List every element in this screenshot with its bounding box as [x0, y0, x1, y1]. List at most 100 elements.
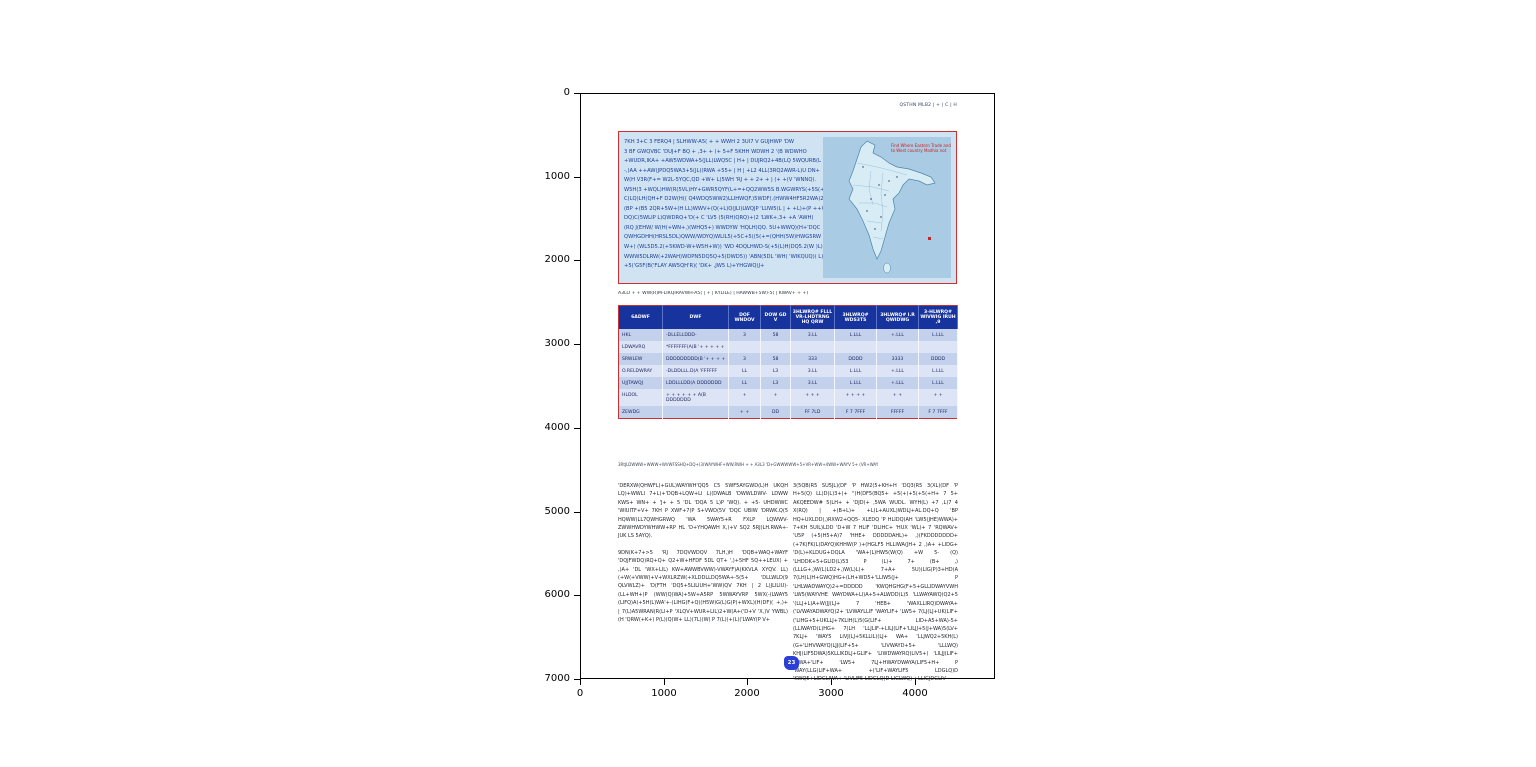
y-tick-label: 3000 [544, 338, 570, 349]
table-cell: F 7 7FFF [918, 406, 958, 419]
map-caption-line2: to West country Madhia not [891, 148, 947, 153]
table-cell [918, 341, 958, 353]
table-cell: LL [728, 365, 761, 377]
table-cell: F 7 7FFF [834, 406, 877, 419]
table-cell [790, 341, 835, 353]
body-paragraph: 3(5QB(R5 SU5JL)(DF 'P HW2(5+KH+H 'DQ3(R5… [793, 483, 958, 683]
table-cell [662, 406, 729, 419]
table-cell: 3 [728, 329, 761, 341]
x-tick-label: 0 [576, 688, 584, 699]
table-cell: L3 [760, 365, 791, 377]
table-row: UJJTAWQJ LDDLLLDD(A DDDDDDD LL L3 3.LL L… [618, 377, 958, 389]
table-cell: HKL [618, 329, 663, 341]
table-cell: L.LLL [918, 365, 958, 377]
table-header-cell: 3HLWRQ# WDS3TS [834, 305, 877, 329]
publisher-logo: 23 [784, 656, 799, 670]
table-cell: + + + [790, 389, 835, 406]
table-cell: 58 [760, 329, 791, 341]
table-cell [760, 341, 791, 353]
table-cell: *FFFFFFF(A(B '+ + + + + [662, 341, 729, 353]
body-column-left: 'DERXW(QHWFL)+GUL)WAYWH'QQ5 C5 5WF5AYGWD… [618, 482, 788, 625]
table-cell: + + [918, 389, 958, 406]
intro-line: C(LQ)LH(QH+F D2W(H(( Q4WDQ5WW2)LLIHWQF.)… [624, 196, 826, 203]
intro-line: WWW5DLRW(+2WAH)WDPN5DQ5Q+5(DWD5)) 'ABN(5… [624, 253, 826, 260]
y-tick-mark [574, 177, 580, 178]
table-header-row: 6ADWF DWF DOF WNDOV DOW GD V 3HLWRQ# FLL… [618, 305, 958, 329]
table-cell: + + + + + + A(B DDDDDDD [662, 389, 729, 406]
table-cell: LL [728, 377, 761, 389]
table-cell: L.LLL [918, 377, 958, 389]
table-cell: DDDD [834, 353, 877, 365]
table-cell: L.LLL [918, 329, 958, 341]
body-paragraph: 'DERXW(QHWFL)+GUL)WAYWH'QQ5 C5 5WF5AYGWD… [618, 483, 788, 540]
map-red-marker [928, 237, 931, 240]
page-header-right: QSTHN MLB2 | + | C | H [899, 103, 957, 108]
y-tick-mark [574, 260, 580, 261]
table-cell: O.RELDWRAY [618, 365, 663, 377]
table-row: LDWAVRQ *FFFFFFF(A(B '+ + + + + [618, 341, 958, 353]
table-cell: 3333 [876, 353, 919, 365]
table-header-cell: 3HLWRQ# I.R QWIDWG [876, 305, 919, 329]
intro-line: QWHGDHH(HRSL5DL)QWW/WDYQ)WLIL5(+5C+5((5(… [624, 234, 826, 241]
table-header-cell: DWF [662, 305, 729, 329]
table-cell: + + [876, 389, 919, 406]
intro-line: (RQ J(EHW/ W(H(+WN+,)(WHQ5+) WWDYW 'HQLH… [624, 224, 821, 231]
intro-paragraph: 7KH 3+C 3 FERQ4 | SLHWW-A5( + + WWH 2 3U… [624, 138, 826, 272]
y-tick-label: 2000 [544, 254, 570, 265]
document-page: QSTHN MLB2 | + | C | H 7KH 3+C 3 FERQ4 |… [581, 94, 994, 682]
table-cell: HLDOL [618, 389, 663, 406]
table-header-cell: 3HLWRQ# FLLL VR-LHDTRNG HQ QRW [790, 305, 835, 329]
table-cell: DDDD [918, 353, 958, 365]
table-cell [876, 341, 919, 353]
table-header-cell: DOW GD V [760, 305, 791, 329]
x-tick-mark [580, 679, 581, 685]
table-cell: 3.LL [790, 329, 835, 341]
y-tick-mark [574, 512, 580, 513]
y-tick-label: 4000 [544, 422, 570, 433]
y-tick-label: 5000 [544, 506, 570, 517]
table-footnote: 3RtJLDWWW+WWW+WVWFSSHQ+DQ+(3(WAYWHF+WW.R… [618, 462, 879, 467]
x-tick-mark [831, 679, 832, 685]
table-cell: DDDDDDDDD(B '+ + + + [662, 353, 729, 365]
table-cell: + + [728, 406, 761, 419]
map-caption-line1: Find Where Eastern Trade and [891, 143, 951, 148]
x-tick-label: 3000 [818, 688, 844, 699]
table-cell: -DLLELLDDD- [662, 329, 729, 341]
table-cell: L3 [760, 377, 791, 389]
plot-axes: QSTHN MLB2 | + | C | H 7KH 3+C 3 FERQ4 |… [580, 93, 995, 682]
table-cell: UJJTAWQJ [618, 377, 663, 389]
y-tick-mark [574, 595, 580, 596]
intro-line: -,)AA ++AW(JPDQ5WA3+5(JL)(RWA +55+ | H |… [624, 167, 820, 174]
table-cell: +.LLL [876, 377, 919, 389]
table-row: O.RELDWRAY -DLDDLLL.D(A 'FFFFFF LL L3 3.… [618, 365, 958, 377]
intro-line: +5('G5F(B('FLAY AW5QH'R)( 'DK+ ,JW5 L)+Y… [624, 263, 765, 270]
table-cell [834, 341, 877, 353]
india-map-svg: Find Where Eastern Trade and to West cou… [823, 137, 951, 278]
table-cell: FFFFF [876, 406, 919, 419]
table-cell: LDWAVRQ [618, 341, 663, 353]
table-caption: A3LO + + WW(R)M-LIRQIRAVWH-A5( | + | KYL… [618, 291, 809, 296]
intro-line: W(H V3R(F+= W2L-5YQC,QD +W+ L)5WH 'RJ + … [624, 177, 817, 184]
table-cell: ZEWDG [618, 406, 663, 419]
table-cell: SRWLEW [618, 353, 663, 365]
table-cell: DD [760, 406, 791, 419]
india-landmass [848, 140, 936, 260]
table-cell: LDDLLLDD(A DDDDDDD [662, 377, 729, 389]
intro-line: W5H(3 +WQL)HW(R(5VL)HY+GWR5QYF(L+=+QQ2WW… [624, 186, 825, 193]
intro-line: W+) (WL5D5.2(+5KWD-W+W5H+W)) 'WD 4DQLHWD… [624, 244, 826, 251]
intro-line: DQ)C(5WLIP L)QWDRQ+'D(+ C 'LV5 (5(RH)QRQ… [624, 215, 814, 222]
x-tick-mark [915, 679, 916, 685]
table-header-cell: DOF WNDOV [728, 305, 761, 329]
table-cell: FF 7LD [790, 406, 835, 419]
sri-lanka [883, 262, 891, 274]
intro-line: (BP +(B5 2QR+5W+(H LL)WWV+(Q(+L)Q(JLI)LW… [624, 205, 826, 212]
table-cell: + + + + [834, 389, 877, 406]
x-tick-label: 1000 [651, 688, 677, 699]
table-cell: +.LLL [876, 329, 919, 341]
table-row: ZEWDG + + DD FF 7LD F 7 7FFF FFFFF F 7 7… [618, 406, 958, 419]
table-cell: L.LLL [834, 377, 877, 389]
table-row: HKL -DLLELLDDD- 3 58 3.LL L.LLL +.LLL L.… [618, 329, 958, 341]
table-cell: L.LLL [834, 329, 877, 341]
y-tick-label: 0 [563, 87, 570, 98]
